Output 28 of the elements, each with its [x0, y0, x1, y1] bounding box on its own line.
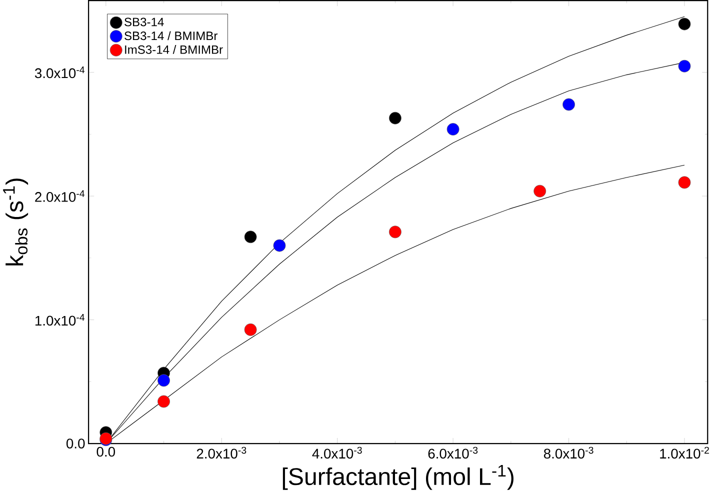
- point: [388, 226, 402, 238]
- point: [388, 112, 402, 124]
- point: [678, 18, 691, 30]
- point: [158, 374, 170, 387]
- x-tick-label: 4.0x10$^{-3}$: [312, 446, 362, 459]
- legend-label: SB3-14 / BMIMBr: [124, 31, 218, 40]
- point: [678, 176, 691, 189]
- point: [158, 395, 170, 408]
- x-tick-label: 8.0x10$^{-3}$: [544, 446, 594, 459]
- x-tick-label: 0.0: [96, 446, 116, 457]
- y-tick-label: 2.0x10$^{-4}$: [35, 190, 85, 202]
- y-tick-label: 1.0x10$^{-4}$: [35, 314, 85, 326]
- x-tick-label: 2.0x10$^{-3}$: [196, 446, 246, 459]
- point: [273, 239, 286, 252]
- x-tick-label: 1.0x10$^{-2}$: [660, 446, 709, 459]
- point: [446, 123, 460, 136]
- y-axis-title: k$_{obs}$ (s$^{-1}$): [3, 178, 28, 266]
- x-axis-title: [Surfactante] (mol L$^{-1}$): [282, 464, 514, 490]
- y-tick-label: 3.0x10$^{-4}$: [34, 66, 85, 78]
- point: [244, 230, 257, 244]
- point: [534, 184, 546, 198]
- point: [562, 98, 575, 111]
- point: [244, 323, 257, 336]
- point: [678, 60, 691, 72]
- legend-label: ImS3-14 / BMIMBr: [125, 45, 223, 54]
- y-tick-label: 0.0: [66, 438, 85, 448]
- x-tick-label: 6.0x10$^{-3}$: [428, 446, 478, 459]
- legend-label: SB3-14: [124, 18, 164, 26]
